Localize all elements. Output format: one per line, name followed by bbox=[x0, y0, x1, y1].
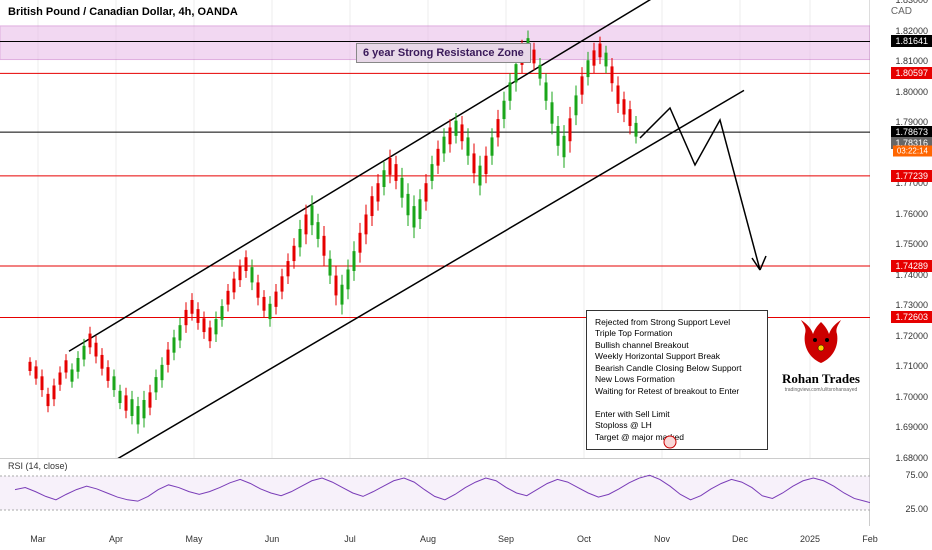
x-tick: Jun bbox=[265, 534, 280, 544]
y-tick: 1.73000 bbox=[895, 300, 928, 310]
y-tick: 1.82000 bbox=[895, 26, 928, 36]
x-tick: Nov bbox=[654, 534, 670, 544]
analysis-info-box: Rejected from Strong Support LevelTriple… bbox=[586, 310, 768, 450]
x-tick: Apr bbox=[109, 534, 123, 544]
y-tick: 1.72000 bbox=[895, 331, 928, 341]
y-axis: 1.680001.690001.700001.710001.720001.730… bbox=[870, 0, 932, 458]
price-chart[interactable]: 6 year Strong Resistance Zone Rejected fr… bbox=[0, 0, 870, 458]
rsi-y-tick: 25.00 bbox=[905, 504, 928, 514]
countdown-tag: 03:22:14 bbox=[893, 146, 932, 157]
y-tick: 1.68000 bbox=[895, 453, 928, 463]
rsi-panel[interactable]: RSI (14, close) bbox=[0, 458, 870, 526]
x-tick: May bbox=[185, 534, 202, 544]
x-tick: Mar bbox=[30, 534, 46, 544]
chart-container: British Pound / Canadian Dollar, 4h, OAN… bbox=[0, 0, 932, 550]
price-tag: 1.81641 bbox=[891, 35, 932, 47]
x-tick: Dec bbox=[732, 534, 748, 544]
y-tick: 1.70000 bbox=[895, 392, 928, 402]
x-axis: Mar Apr May Jun Jul Aug Sep Oct Nov Dec 2025 Feb bbox=[0, 526, 932, 550]
price-tag: 1.80597 bbox=[891, 67, 932, 79]
x-tick: Aug bbox=[420, 534, 436, 544]
price-tag: 1.72603 bbox=[891, 311, 932, 323]
rsi-svg bbox=[0, 459, 870, 527]
y-tick: 1.83000 bbox=[895, 0, 928, 5]
y-tick: 1.81000 bbox=[895, 56, 928, 66]
chart-title: British Pound / Canadian Dollar, 4h, OAN… bbox=[8, 6, 238, 18]
y-tick: 1.76000 bbox=[895, 209, 928, 219]
x-tick: Jul bbox=[344, 534, 356, 544]
y-tick: 1.69000 bbox=[895, 422, 928, 432]
rsi-y-tick: 75.00 bbox=[905, 470, 928, 480]
x-tick: Sep bbox=[498, 534, 514, 544]
price-tag: 1.74289 bbox=[891, 260, 932, 272]
x-tick: Feb bbox=[862, 534, 878, 544]
x-tick: 2025 bbox=[800, 534, 820, 544]
resistance-annotation: 6 year Strong Resistance Zone bbox=[356, 43, 531, 63]
price-tag: 1.77239 bbox=[891, 170, 932, 182]
y-tick: 1.71000 bbox=[895, 361, 928, 371]
x-tick: Oct bbox=[577, 534, 591, 544]
target-marker-icon bbox=[662, 434, 678, 450]
brand-logo: Rohan Tradestradingview.com/u/itsrohansa… bbox=[776, 318, 866, 393]
y-tick: 1.75000 bbox=[895, 239, 928, 249]
y-tick: 1.80000 bbox=[895, 87, 928, 97]
